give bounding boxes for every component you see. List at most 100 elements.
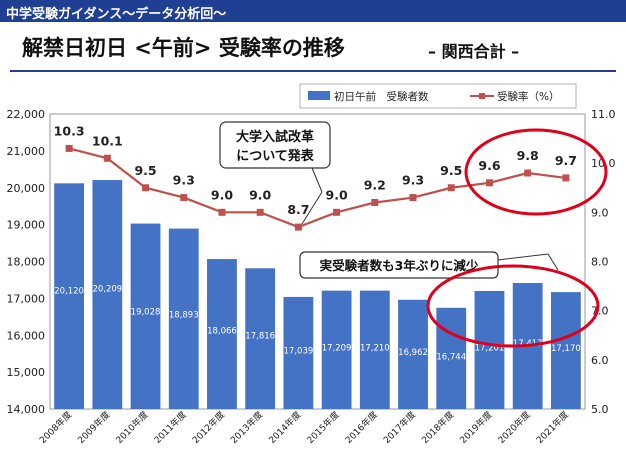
rate-value-label: 10.1 bbox=[92, 133, 123, 148]
y-left-tick-label: 16,000 bbox=[7, 329, 46, 342]
bar-value-label: 17,201 bbox=[475, 343, 505, 353]
bar bbox=[283, 296, 314, 409]
bar bbox=[436, 307, 467, 409]
bar-value-label: 17,210 bbox=[360, 343, 390, 353]
x-tick-label: 2019年度 bbox=[457, 409, 494, 446]
banner-text: 中学受験ガイダンス～データ分析回～ bbox=[6, 7, 227, 22]
bar-value-label: 17,816 bbox=[245, 331, 275, 341]
x-tick-label: 2018年度 bbox=[419, 409, 456, 446]
rate-marker bbox=[180, 194, 188, 202]
x-tick-label: 2012年度 bbox=[190, 409, 227, 446]
decrease-callout-box bbox=[299, 251, 499, 279]
rate-value-label: 9.7 bbox=[555, 153, 577, 168]
rate-value-label: 9.0 bbox=[249, 187, 271, 202]
rate-marker bbox=[294, 223, 302, 231]
rate-marker bbox=[562, 174, 570, 182]
x-tick-label: 2017年度 bbox=[381, 409, 418, 446]
highlight-ellipse-bars bbox=[426, 264, 600, 348]
rate-value-label: 9.3 bbox=[173, 173, 195, 188]
rate-value-label: 9.3 bbox=[402, 173, 424, 188]
rate-marker bbox=[256, 208, 264, 216]
x-tick-label: 2013年度 bbox=[228, 409, 265, 446]
combo-chart: 14,000 15,000 16,000 17,000 18,000 19,000 20,0… bbox=[7, 83, 616, 446]
rate-value-label: 9.2 bbox=[364, 178, 386, 193]
rate-marker bbox=[485, 179, 493, 187]
rate-value-label: 9.6 bbox=[478, 158, 500, 173]
rate-value-label: 9.0 bbox=[326, 187, 348, 202]
y-right-tick-label: 9.0 bbox=[591, 206, 609, 219]
bar bbox=[130, 223, 161, 409]
bar bbox=[474, 290, 505, 409]
bar bbox=[321, 290, 352, 409]
plot-area bbox=[49, 113, 586, 410]
y-left-tick-label: 20,000 bbox=[7, 182, 46, 195]
bar-value-label: 17,209 bbox=[322, 343, 352, 353]
bar bbox=[54, 183, 85, 409]
bar-value-label: 17,170 bbox=[551, 344, 581, 354]
bar bbox=[168, 228, 199, 409]
y-left-tick-label: 19,000 bbox=[7, 219, 46, 232]
rate-value-label: 8.7 bbox=[287, 202, 309, 217]
page-title: 解禁日初日 <午前> 受験率の推移 bbox=[22, 36, 345, 60]
legend-bar-label: 初日午前 受験者数 bbox=[334, 90, 429, 103]
rate-marker bbox=[524, 169, 532, 177]
x-tick-label: 2016年度 bbox=[343, 409, 380, 446]
bar bbox=[245, 268, 276, 409]
x-tick-label: 2014年度 bbox=[266, 409, 303, 446]
rate-marker bbox=[103, 154, 111, 162]
rate-marker bbox=[447, 184, 455, 192]
reform-callout-line1: 大学入試改革 bbox=[236, 129, 314, 145]
rate-marker bbox=[142, 184, 150, 192]
decrease-callout-pointer bbox=[497, 253, 559, 271]
bar-value-label: 19,028 bbox=[131, 308, 161, 318]
decrease-callout-text: 実受験者数も3年ぶりに減少 bbox=[320, 258, 479, 273]
y-right-tick-label: 8.0 bbox=[591, 256, 609, 269]
reform-callout-line2: について発表 bbox=[236, 148, 315, 164]
bar bbox=[359, 290, 390, 409]
bar bbox=[207, 259, 237, 409]
legend-line-label: 受験率（%） bbox=[497, 90, 559, 103]
bar-value-label: 17,039 bbox=[284, 347, 314, 357]
rate-value-label: 9.0 bbox=[211, 187, 233, 202]
rate-marker bbox=[371, 199, 379, 206]
y-right-tick-label: 6.0 bbox=[591, 354, 609, 367]
x-tick-label: 2020年度 bbox=[495, 409, 532, 446]
y-right-tick-label: 5.0 bbox=[591, 403, 609, 416]
title-divider bbox=[10, 70, 616, 72]
highlight-ellipse-rate bbox=[464, 128, 608, 216]
y-right-tick-label: 7.0 bbox=[591, 305, 609, 318]
y-left-tick-label: 21,000 bbox=[7, 145, 46, 158]
rate-value-label: 9.5 bbox=[134, 163, 156, 178]
y-right-tick-label: 11.0 bbox=[591, 108, 616, 121]
page-subtitle: – 関西合計 – bbox=[428, 42, 520, 61]
rate-marker bbox=[409, 194, 417, 202]
legend-line-marker bbox=[479, 93, 485, 99]
rate-value-label: 9.5 bbox=[440, 163, 462, 178]
rate-marker bbox=[65, 144, 73, 152]
bar bbox=[398, 299, 428, 409]
rate-value-label: 10.3 bbox=[54, 123, 85, 138]
bar-value-label: 18,893 bbox=[169, 310, 199, 320]
x-tick-label: 2015年度 bbox=[304, 409, 341, 446]
reform-callout-pointer bbox=[301, 167, 323, 225]
rate-value-label: 9.8 bbox=[517, 148, 539, 163]
top-banner: 中学受験ガイダンス～データ分析回～ bbox=[0, 0, 626, 22]
rate-marker bbox=[333, 208, 341, 216]
bar-value-label: 16,744 bbox=[436, 352, 466, 362]
x-tick-label: 2010年度 bbox=[113, 409, 150, 446]
y-left-tick-label: 15,000 bbox=[7, 366, 46, 379]
reform-callout-box bbox=[219, 121, 331, 169]
x-tick-label: 2011年度 bbox=[151, 409, 188, 446]
bar bbox=[550, 292, 581, 409]
x-tick-label: 2021年度 bbox=[534, 409, 571, 446]
bar-value-label: 20,120 bbox=[54, 286, 84, 296]
y-left-tick-label: 18,000 bbox=[7, 256, 46, 269]
y-left-tick-label: 14,000 bbox=[7, 403, 46, 416]
rate-line bbox=[68, 147, 567, 229]
legend-box bbox=[299, 83, 577, 109]
rate-marker bbox=[218, 208, 226, 216]
bar-value-label: 16,962 bbox=[398, 348, 428, 358]
y-left-tick-label: 22,000 bbox=[7, 108, 46, 121]
y-left-tick-label: 17,000 bbox=[7, 292, 46, 305]
bar-value-label: 18,066 bbox=[207, 327, 237, 337]
